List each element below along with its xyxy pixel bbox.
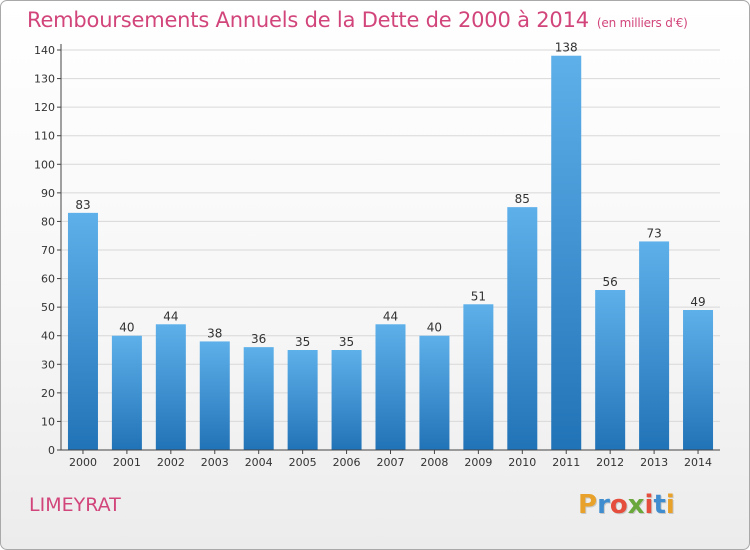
- bar: [111, 335, 142, 450]
- y-tick-label: 30: [41, 358, 55, 371]
- bar-value-label: 83: [75, 198, 90, 212]
- bar: [639, 241, 670, 450]
- y-tick-label: 50: [41, 301, 55, 314]
- chart-subtitle: (en milliers d'€): [596, 16, 688, 30]
- logo-letter: i: [644, 490, 654, 520]
- bar: [375, 324, 406, 450]
- y-tick-label: 100: [34, 158, 55, 171]
- y-tick-label: 60: [41, 273, 55, 286]
- y-tick-label: 0: [48, 444, 55, 457]
- x-tick-label: 2002: [157, 456, 185, 469]
- x-tick-label: 2010: [508, 456, 536, 469]
- bar-value-label: 56: [603, 275, 618, 289]
- bar-value-label: 40: [427, 321, 442, 335]
- x-tick-label: 2001: [113, 456, 141, 469]
- bar-value-label: 85: [515, 192, 530, 206]
- bar-value-label: 36: [251, 332, 266, 346]
- bar-value-label: 40: [119, 321, 134, 335]
- x-tick-label: 2012: [596, 456, 624, 469]
- bar-value-label: 44: [383, 309, 398, 323]
- logo-letter: t: [653, 490, 666, 520]
- y-tick-label: 70: [41, 244, 55, 257]
- y-tick-label: 40: [41, 330, 55, 343]
- x-tick-label: 2000: [69, 456, 97, 469]
- chart-title-text: Remboursements Annuels de la Dette de 20…: [27, 8, 589, 32]
- x-tick-label: 2003: [201, 456, 229, 469]
- chart-title: Remboursements Annuels de la Dette de 20…: [27, 8, 688, 32]
- bar-value-label: 73: [646, 226, 661, 240]
- logo-letter: r: [597, 490, 610, 520]
- x-tick-label: 2004: [245, 456, 273, 469]
- bar: [331, 350, 362, 450]
- x-tick-label: 2013: [640, 456, 668, 469]
- bar-value-label: 44: [163, 309, 178, 323]
- y-tick-label: 110: [34, 130, 55, 143]
- bar: [595, 290, 626, 450]
- logo-letter: P: [578, 490, 598, 520]
- bar: [419, 335, 450, 450]
- x-tick-label: 2009: [464, 456, 492, 469]
- logo-letter: x: [627, 490, 645, 520]
- bar: [507, 207, 538, 450]
- x-tick-label: 2011: [552, 456, 580, 469]
- bar-value-label: 35: [295, 335, 310, 349]
- bar: [551, 55, 582, 450]
- x-tick-label: 2008: [420, 456, 448, 469]
- bar-value-label: 49: [690, 295, 705, 309]
- y-tick-label: 140: [34, 44, 55, 57]
- proxiti-logo: Proxiti: [578, 490, 675, 520]
- x-tick-label: 2006: [333, 456, 361, 469]
- y-tick-label: 80: [41, 215, 55, 228]
- y-tick-label: 130: [34, 73, 55, 86]
- y-tick-label: 90: [41, 187, 55, 200]
- x-tick-label: 2007: [377, 456, 405, 469]
- bar: [463, 304, 494, 450]
- bar-value-label: 35: [339, 335, 354, 349]
- bar: [155, 324, 186, 450]
- bar-value-label: 38: [207, 326, 222, 340]
- y-tick-label: 120: [34, 101, 55, 114]
- bar: [199, 341, 230, 450]
- bar: [287, 350, 318, 450]
- bar-value-label: 138: [555, 41, 578, 55]
- x-tick-label: 2014: [684, 456, 712, 469]
- logo-letter: o: [609, 490, 628, 520]
- bar: [243, 347, 274, 450]
- bar: [67, 212, 98, 450]
- y-tick-label: 10: [41, 415, 55, 428]
- bar-value-label: 51: [471, 289, 486, 303]
- x-tick-label: 2005: [289, 456, 317, 469]
- logo-letter: i: [665, 490, 675, 520]
- y-tick-label: 20: [41, 387, 55, 400]
- bar: [683, 310, 714, 450]
- location-name: LIMEYRAT: [29, 494, 121, 516]
